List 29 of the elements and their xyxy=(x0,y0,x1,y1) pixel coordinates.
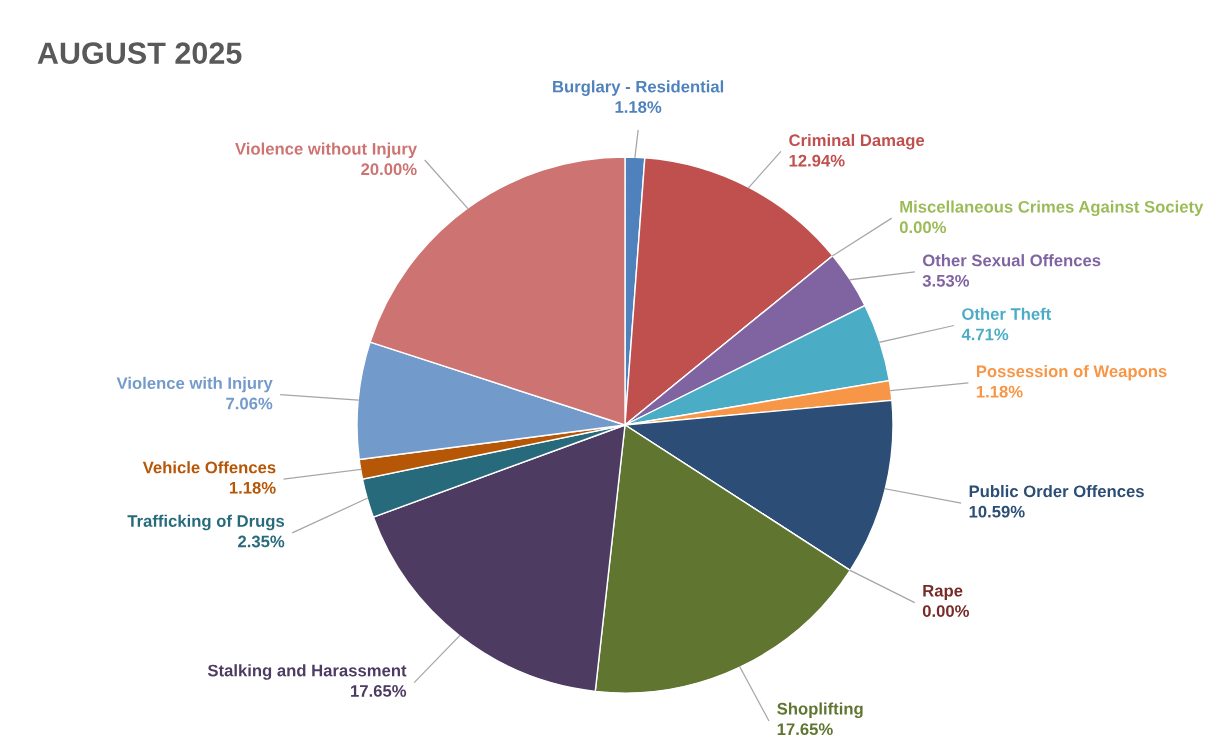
legend-label: Rape xyxy=(923,584,963,600)
text: 0.00% xyxy=(899,221,947,234)
slice-label: Possession of Weapons xyxy=(976,364,1167,381)
slice-label: Trafficking of Drugs xyxy=(127,514,285,531)
data-label: 17.65% xyxy=(351,685,407,697)
text: 0.00% xyxy=(922,605,970,617)
data-label: 4.71% xyxy=(961,328,1009,341)
slice-label: Violence with Injury xyxy=(116,376,273,393)
category-label: Miscellaneous Crimes Against Society xyxy=(900,200,1204,217)
slice-label: Stalking and Harassment xyxy=(207,664,407,680)
slice-label: Shoplifting xyxy=(777,702,863,718)
data-label: 1.18% xyxy=(615,101,662,113)
slice-label: Other Sexual Offences xyxy=(922,254,1101,267)
chart-title: AUGUST 2025 xyxy=(37,42,242,64)
data-label: 1.18% xyxy=(229,481,276,494)
slice-label: Violence without Injury xyxy=(235,142,418,159)
slice-label: Burglary - Residential xyxy=(553,80,724,96)
slice-label: Vehicle Offences xyxy=(142,461,276,474)
slice-label: Other Theft xyxy=(962,307,1052,320)
data-label: 20.00% xyxy=(361,163,417,176)
slice-label: Public Order Offences xyxy=(969,484,1144,498)
data-label: 10.59% xyxy=(969,505,1025,518)
data-label: 12.94% xyxy=(789,154,845,167)
data-label: 17.65% xyxy=(777,723,833,736)
data-label: 7.06% xyxy=(226,397,273,410)
slice-label: Criminal Damage xyxy=(789,133,925,150)
data-label: 2.35% xyxy=(238,535,285,548)
data-label: 3.53% xyxy=(922,274,970,287)
data-label: 1.18% xyxy=(976,385,1023,398)
